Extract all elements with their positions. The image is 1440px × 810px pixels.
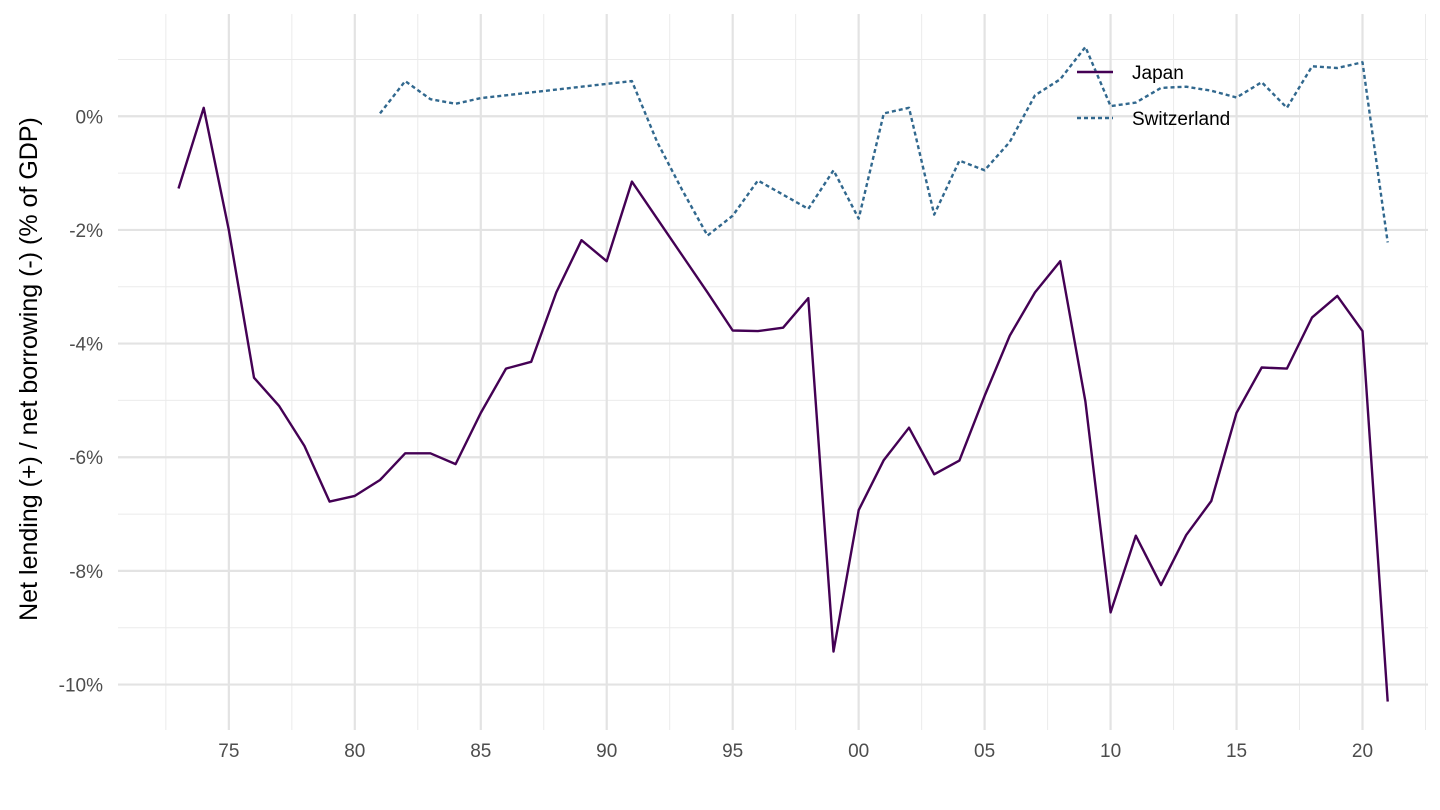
x-tick-label: 05 — [974, 741, 995, 762]
y-tick-label: -8% — [69, 562, 103, 583]
x-tick-label: 10 — [1100, 741, 1121, 762]
x-tick-label: 00 — [848, 741, 869, 762]
major-gridlines — [118, 14, 1428, 730]
y-tick-label: -6% — [69, 448, 103, 469]
y-tick-label: -2% — [69, 221, 103, 242]
series-lines — [177, 45, 1389, 702]
y-axis-title: Net lending (+) / net borrowing (-) (% o… — [15, 117, 43, 621]
y-tick-label: -4% — [69, 335, 103, 356]
x-tick-label: 80 — [344, 741, 365, 762]
x-tick-label: 75 — [218, 741, 239, 762]
legend: Japan Switzerland — [1077, 63, 1230, 130]
legend-label-japan: Japan — [1132, 63, 1184, 84]
minor-gridlines — [118, 14, 1428, 730]
series-line-switzerland — [379, 45, 1389, 243]
y-tick-label: -10% — [59, 676, 103, 697]
x-tick-label: 90 — [596, 741, 617, 762]
x-tick-label: 85 — [470, 741, 491, 762]
x-tick-label: 95 — [722, 741, 743, 762]
x-tick-label: 20 — [1352, 741, 1373, 762]
y-axis-tick-labels: 0% -2% -4% -6% -8% -10% — [59, 107, 103, 696]
x-tick-label: 15 — [1226, 741, 1247, 762]
legend-label-switzerland: Switzerland — [1132, 109, 1230, 130]
x-axis-tick-labels: 75 80 85 90 95 00 05 10 15 20 — [218, 741, 1373, 762]
y-tick-label: 0% — [76, 107, 104, 128]
series-line-japan — [177, 106, 1389, 702]
